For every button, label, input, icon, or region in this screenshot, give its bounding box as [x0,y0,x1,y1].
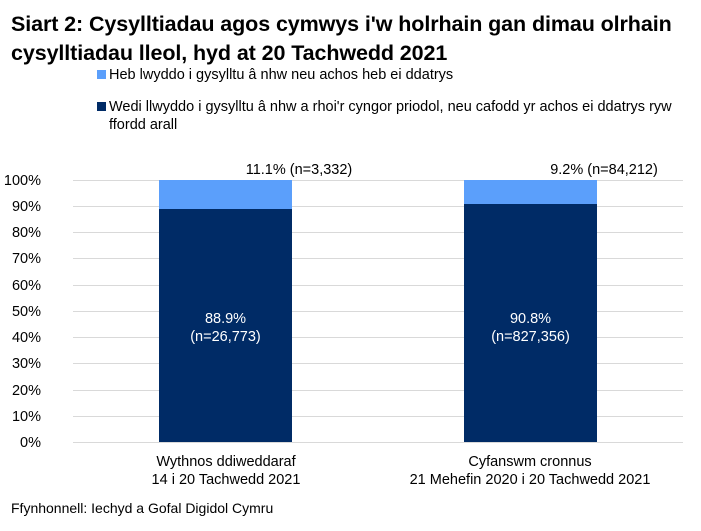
gridline [73,180,683,181]
legend-item-resolved: Wedi llwyddo i gysylltu â nhw a rhoi'r c… [97,98,677,134]
legend-swatch-light-blue [97,70,106,79]
bar-value-label: 88.9% (n=26,773) [190,311,261,345]
chart-title: Siart 2: Cysylltiadau agos cymwys i'w ho… [11,12,672,65]
y-tick-label: 100% [3,173,41,189]
source-note: Ffynhonnell: Iechyd a Gofal Digidol Cymr… [11,500,274,516]
gridline [73,285,683,286]
bar-top-label: 9.2% (n=84,212) [550,162,658,178]
y-tick-label: 10% [11,409,41,425]
legend-item-unresolved: Heb lwyddo i gysylltu â nhw neu achos he… [97,66,677,84]
bar-latest-week: 88.9% (n=26,773) [159,180,292,442]
y-tick-label: 40% [11,330,41,346]
x-axis-line [73,442,683,443]
y-tick-label: 50% [11,304,41,320]
legend-label: Wedi llwyddo i gysylltu â nhw a rhoi'r c… [109,99,672,133]
gridline [73,337,683,338]
bar-segment-resolved: 88.9% (n=26,773) [159,209,292,442]
x-category-label: Wythnos ddiweddaraf 14 i 20 Tachwedd 202… [151,454,301,488]
y-tick-label: 80% [11,225,41,241]
plot-area: 100% 90% 80% 70% 60% 50% 40% 30% 20% 10%… [4,162,683,451]
y-tick-label: 0% [20,435,41,451]
y-tick-label: 70% [11,251,41,267]
legend-swatch-dark-blue [97,102,106,111]
x-category-label: Cyfanswm cronnus 21 Mehefin 2020 i 20 Ta… [409,454,651,488]
bar-segment-resolved: 90.8% (n=827,356) [464,204,597,442]
gridline [73,232,683,233]
bar-top-label: 11.1% (n=3,332) [245,162,353,178]
gridline [73,311,683,312]
bar-value-label: 90.8% (n=827,356) [491,311,570,345]
gridline [73,416,683,417]
legend-label: Heb lwyddo i gysylltu â nhw neu achos he… [109,67,454,83]
gridline [73,363,683,364]
bar-cumulative: 90.8% (n=827,356) [464,180,597,442]
gridline [73,390,683,391]
gridline [73,258,683,259]
gridline [73,206,683,207]
y-tick-label: 30% [11,356,41,372]
bar-segment-unresolved [464,180,597,204]
legend: Heb lwyddo i gysylltu â nhw neu achos he… [97,66,677,148]
y-tick-label: 60% [11,278,41,294]
bar-segment-unresolved [159,180,292,209]
y-tick-label: 90% [11,199,41,215]
y-tick-label: 20% [11,383,41,399]
